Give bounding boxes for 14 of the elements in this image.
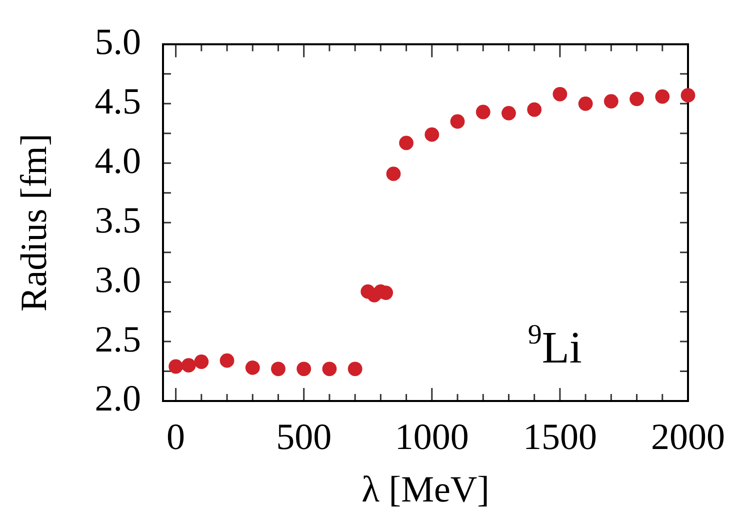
y-tick-label: 2.5 (94, 319, 141, 360)
x-tick-label: 2000 (651, 416, 725, 458)
y-tick-label: 3.5 (94, 200, 141, 242)
y-tick-label: 4.5 (94, 81, 141, 122)
y-tick-label: 3.0 (94, 260, 141, 301)
y-tick-label: 5.0 (94, 22, 141, 63)
x-tick-label: 500 (276, 416, 332, 458)
y-axis-title: Radius [fm] (14, 134, 55, 312)
y-tick-label: 4.0 (94, 140, 141, 182)
x-tick-label: 1000 (394, 416, 469, 458)
x-tick-label: 0 (166, 416, 186, 458)
x-axis-title: λ [MeV] (362, 470, 490, 511)
y-tick-label: 2.0 (94, 378, 141, 420)
x-tick-label: 1500 (522, 416, 597, 458)
